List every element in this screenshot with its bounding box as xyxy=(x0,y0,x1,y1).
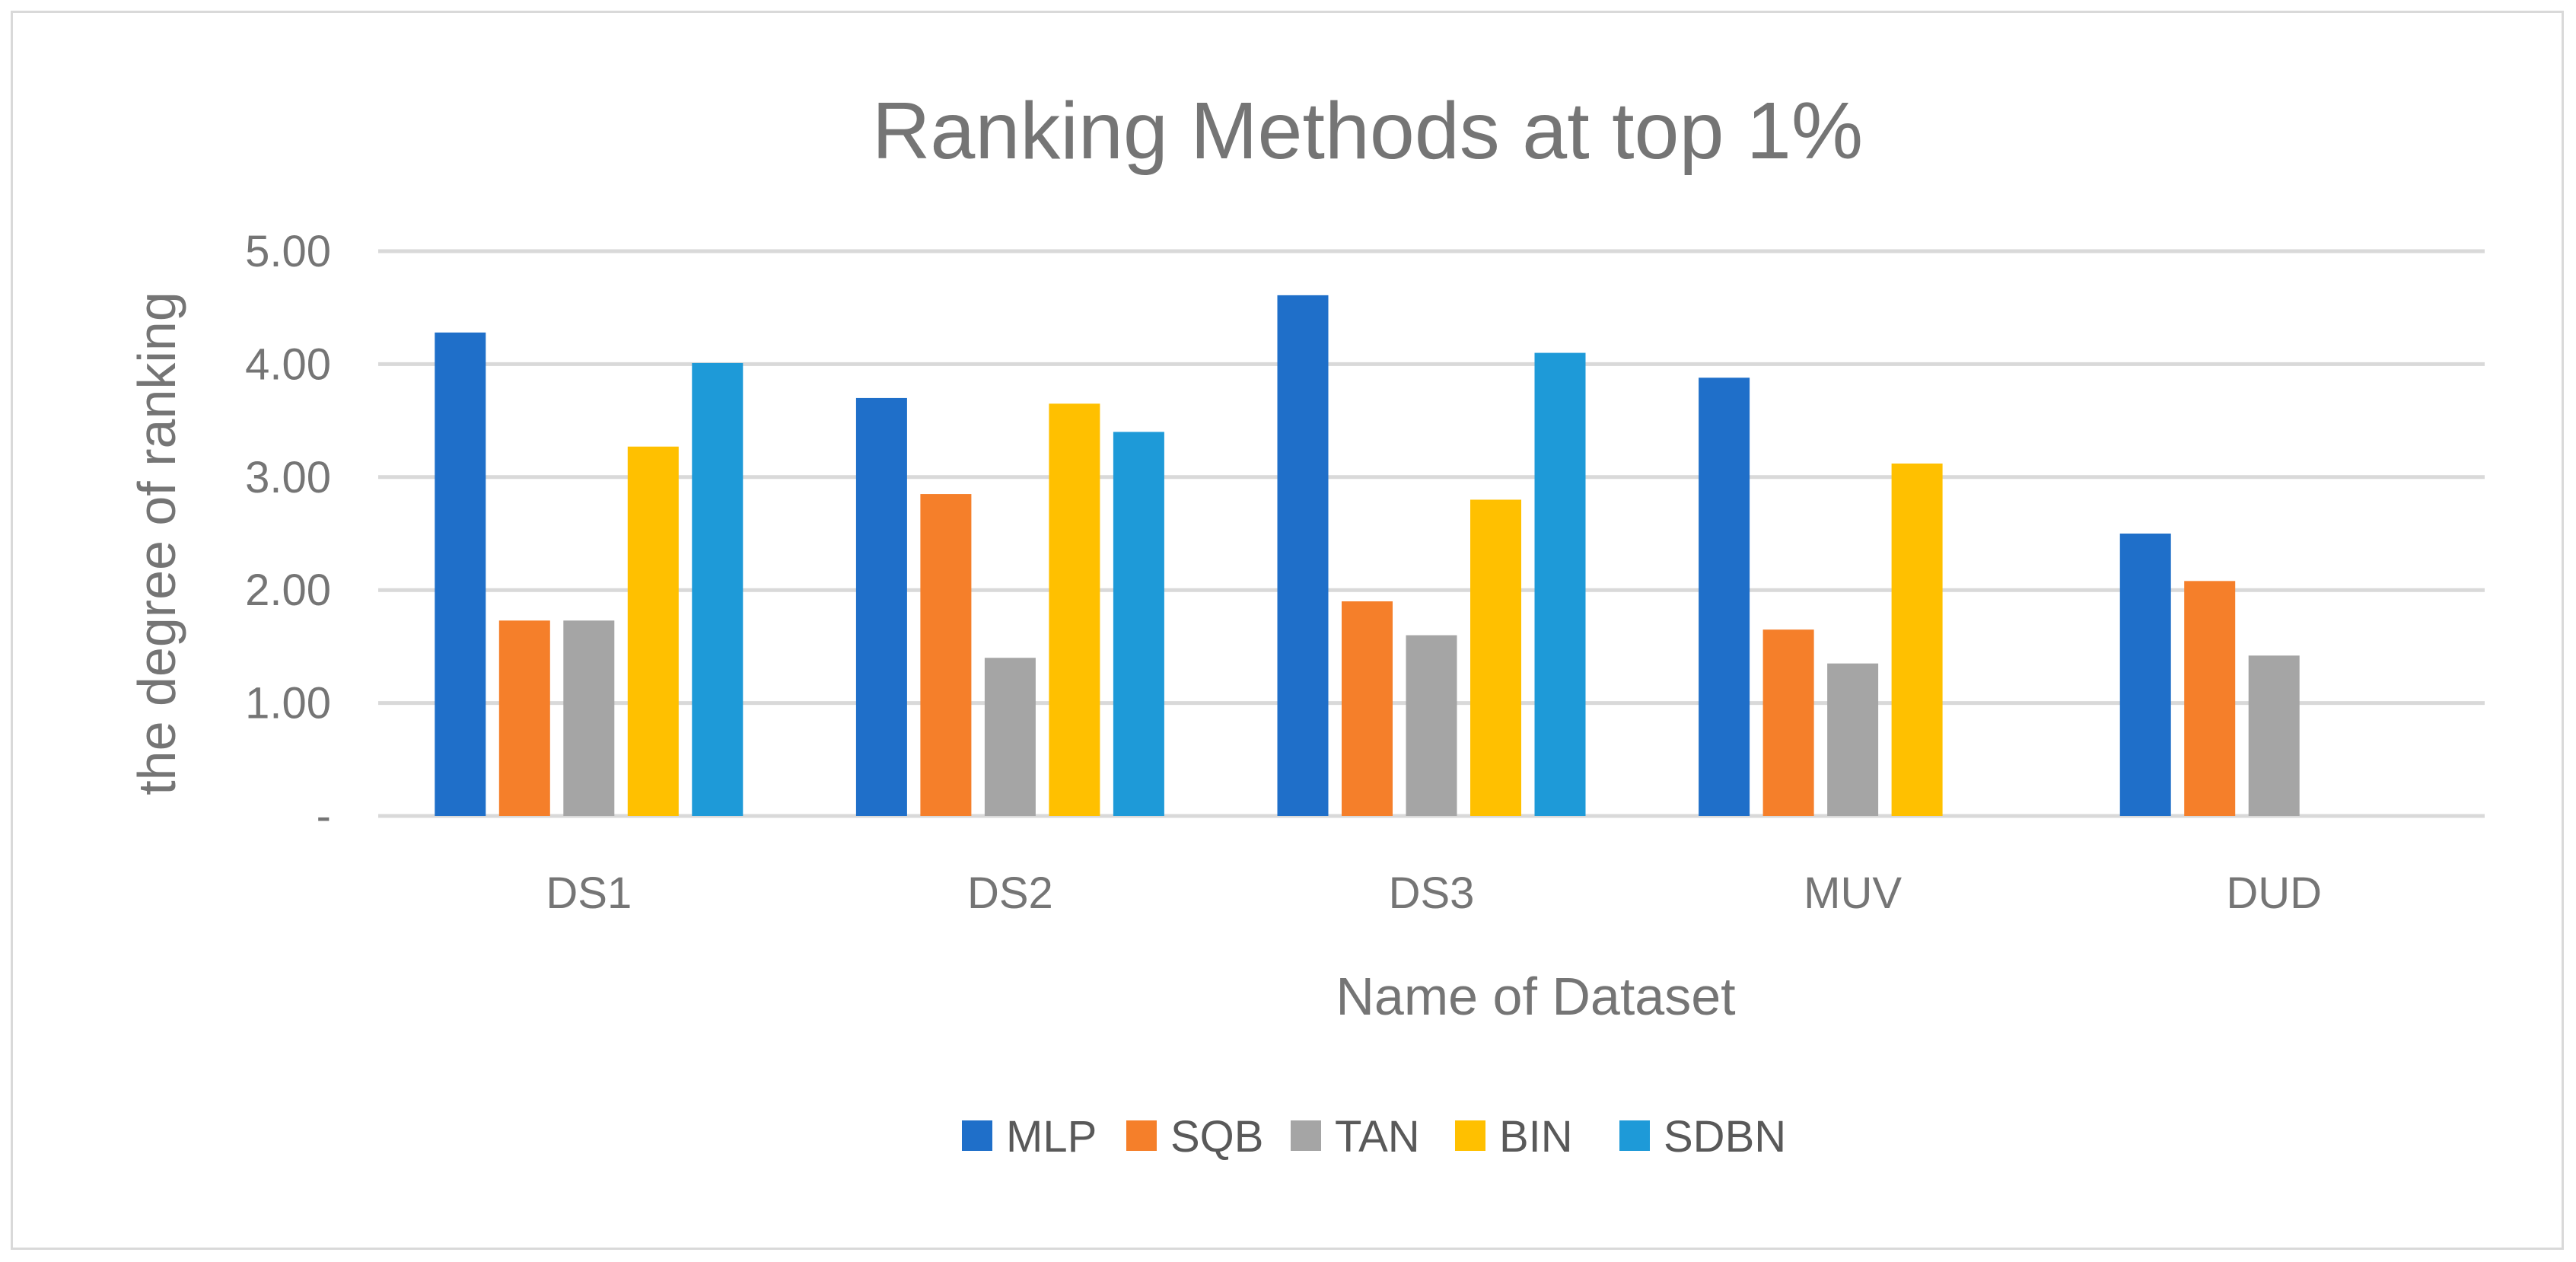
bars xyxy=(435,295,2300,817)
bar-mlp-ds3 xyxy=(1277,295,1329,817)
bar-sqb-dud xyxy=(2184,581,2236,816)
bar-mlp-muv xyxy=(1699,378,1750,816)
bar-bin-ds3 xyxy=(1470,499,1521,816)
x-tick-label-dud: DUD xyxy=(2226,868,2322,918)
legend-label-sdbn: SDBN xyxy=(1664,1112,1786,1162)
bar-tan-ds1 xyxy=(563,620,615,816)
legend-swatch-sqb xyxy=(1126,1120,1157,1151)
bar-bin-ds2 xyxy=(1049,403,1100,816)
bar-mlp-ds1 xyxy=(435,332,486,816)
legend-swatch-bin xyxy=(1455,1120,1485,1151)
y-tick-label: 2.00 xyxy=(245,566,331,615)
bar-sdbn-ds3 xyxy=(1534,352,1586,816)
legend-label-sqb: SQB xyxy=(1170,1112,1264,1162)
bar-sqb-ds1 xyxy=(498,620,550,816)
x-tick-label-ds1: DS1 xyxy=(546,868,632,918)
y-tick-label: 1.00 xyxy=(245,679,331,728)
y-tick-label: - xyxy=(317,792,331,841)
y-axis-title: the degree of ranking xyxy=(127,292,186,795)
legend-swatch-tan xyxy=(1291,1120,1321,1151)
x-axis-title: Name of Dataset xyxy=(1336,967,1735,1026)
bar-tan-dud xyxy=(2248,655,2300,816)
bar-sqb-ds3 xyxy=(1342,601,1393,816)
y-tick-label: 4.00 xyxy=(245,339,331,389)
x-axis-ticks: DS1 DS2 DS3 MUV DUD xyxy=(546,868,2322,918)
y-tick-label: 5.00 xyxy=(245,227,331,276)
legend: MLP SQB TAN BIN SDBN xyxy=(962,1112,1786,1162)
x-tick-label-ds3: DS3 xyxy=(1389,868,1475,918)
legend-swatch-mlp xyxy=(962,1120,992,1151)
chart-frame: Ranking Methods at top 1% the degree of … xyxy=(11,11,2564,1250)
x-tick-label-muv: MUV xyxy=(1804,868,1902,918)
legend-swatch-sdbn xyxy=(1619,1120,1650,1151)
bar-bin-muv xyxy=(1891,463,1943,816)
bar-sqb-muv xyxy=(1762,629,1814,816)
x-tick-label-ds2: DS2 xyxy=(967,868,1053,918)
bar-tan-muv xyxy=(1827,663,1879,816)
legend-label-bin: BIN xyxy=(1499,1112,1573,1162)
chart-title: Ranking Methods at top 1% xyxy=(872,86,1863,176)
bar-tan-ds3 xyxy=(1406,635,1457,816)
bar-sqb-ds2 xyxy=(920,494,972,816)
bar-tan-ds2 xyxy=(984,658,1036,816)
bar-mlp-ds2 xyxy=(855,397,907,816)
legend-label-mlp: MLP xyxy=(1006,1112,1097,1162)
bar-sdbn-ds2 xyxy=(1113,432,1164,816)
bar-chart: Ranking Methods at top 1% the degree of … xyxy=(127,86,2485,1162)
legend-label-tan: TAN xyxy=(1335,1112,1420,1162)
bar-mlp-dud xyxy=(2119,534,2171,816)
y-tick-label: 3.00 xyxy=(245,453,331,502)
bar-sdbn-ds1 xyxy=(692,362,744,816)
y-axis-ticks: - 1.00 2.00 3.00 4.00 5.00 xyxy=(245,227,331,841)
bar-bin-ds1 xyxy=(627,446,679,816)
